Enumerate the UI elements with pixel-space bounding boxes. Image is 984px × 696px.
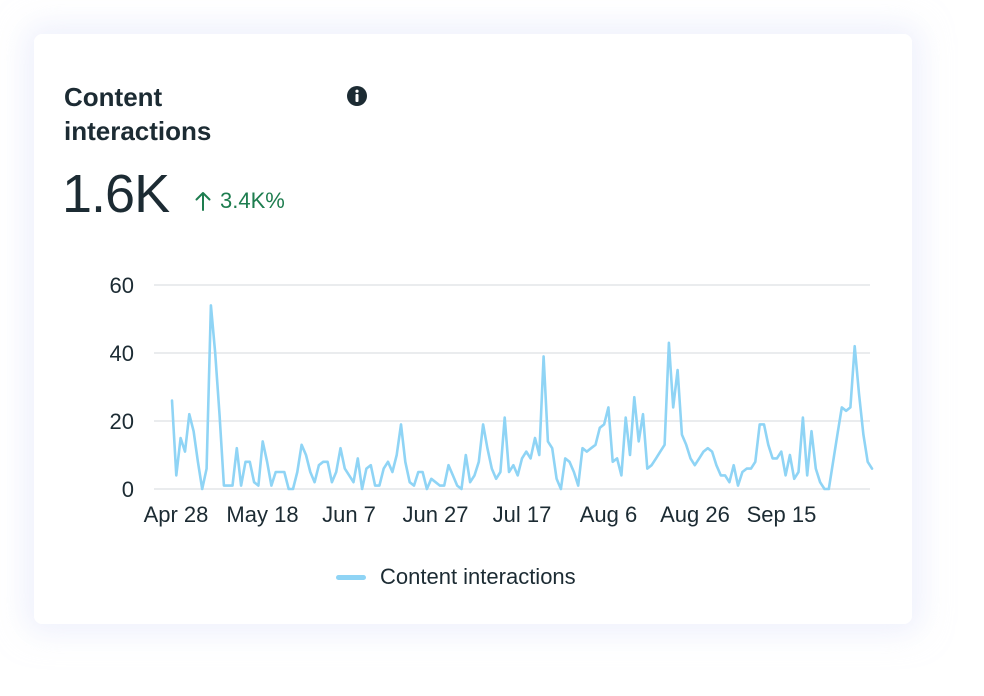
line-chart: 0 20 40 60 Apr 28 May 18 Jun 7 Jun 27 Jul 17 Aug… (110, 273, 874, 527)
y-axis-ticks: 0 20 40 60 (110, 273, 134, 502)
x-axis-ticks: Apr 28 May 18 Jun 7 Jun 27 Jul 17 Aug 6 Aug 26… (144, 502, 817, 527)
x-tick-label: Sep 15 (747, 502, 817, 527)
legend[interactable]: Content interactions (336, 564, 576, 590)
y-tick-label: 20 (110, 409, 134, 434)
x-tick-label: Aug 6 (580, 502, 638, 527)
arrow-up-icon (195, 192, 211, 211)
y-tick-label: 0 (122, 477, 134, 502)
card-title: Content interactions (64, 82, 212, 146)
legend-label: Content interactions (380, 564, 576, 589)
info-icon[interactable] (346, 85, 368, 107)
grid-lines (154, 284, 870, 490)
y-tick-label: 40 (110, 341, 134, 366)
x-tick-label: May 18 (226, 502, 298, 527)
change-indicator: 3.4K% (194, 188, 285, 214)
x-tick-label: Jul 17 (493, 502, 552, 527)
series-layer (170, 304, 874, 491)
metric-value: 1.6K (62, 164, 170, 224)
y-tick-label: 60 (110, 273, 134, 298)
x-tick-label: Jun 7 (322, 502, 376, 527)
x-tick-label: Aug 26 (660, 502, 730, 527)
legend-swatch (336, 574, 366, 580)
series-line-content-interactions[interactable] (170, 304, 874, 491)
content-interactions-card: Content interactions 1.6K 3.4K% 0 20 40 60 … (34, 34, 912, 624)
x-tick-label: Jun 27 (402, 502, 468, 527)
x-tick-label: Apr 28 (144, 502, 209, 527)
change-percent: 3.4K% (220, 188, 285, 213)
